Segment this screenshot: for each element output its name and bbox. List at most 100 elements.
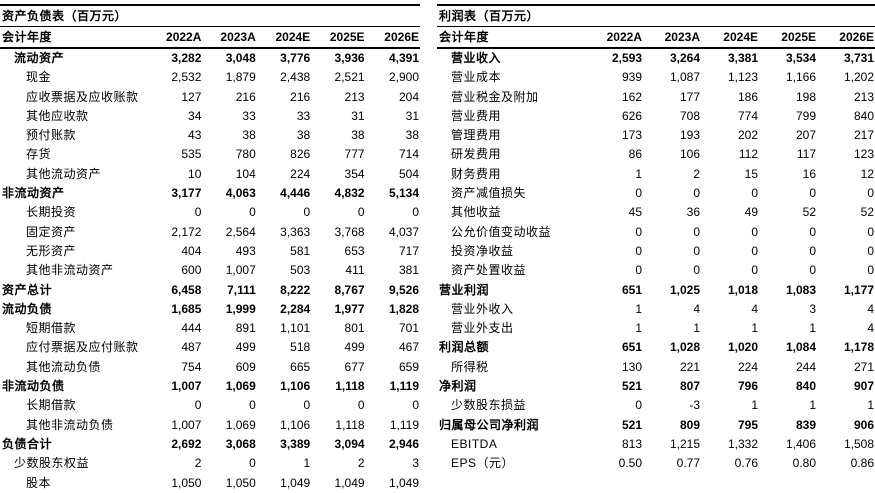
value-cell: 777	[344, 147, 365, 162]
value-cell: 1,049	[334, 475, 365, 490]
value-cell: 1,101	[280, 321, 311, 336]
value-cell: 10	[188, 166, 202, 181]
value-cell: 1,069	[225, 379, 256, 394]
value-cell: 1,166	[785, 70, 816, 85]
table-row: 资产处置收益 0 0 0 0 0	[437, 261, 875, 280]
value-cell: 1,050	[225, 475, 256, 490]
value-cell: 701	[398, 321, 419, 336]
balance-sheet-header-row: 会计年度 2022A 2023A 2024E 2025E 2026E	[0, 27, 420, 49]
value-cell: 493	[235, 243, 256, 258]
table-row: 资产总计 6,458 7,111 8,222 8,767 9,526	[0, 281, 420, 300]
value-cell: 609	[235, 359, 256, 374]
value-cell: 12	[860, 166, 874, 181]
year-header-2024e: 2024E	[701, 27, 759, 49]
value-cell: 1,685	[171, 301, 202, 316]
value-cell: 198	[795, 89, 816, 104]
table-row: 长期借款 0 0 0 0 0	[0, 396, 420, 415]
value-cell: 521	[621, 379, 642, 394]
value-cell: 1,828	[388, 301, 419, 316]
row-label: 存货	[26, 147, 52, 162]
value-cell: 0	[751, 224, 758, 239]
value-cell: 123	[853, 147, 874, 162]
table-row: 投资净收益 0 0 0 0 0	[437, 242, 875, 261]
year-header-2022a: 2022A	[148, 27, 203, 49]
row-label: 长期借款	[26, 398, 77, 413]
year-header-2023a: 2023A	[202, 27, 257, 49]
value-cell: 15	[744, 166, 758, 181]
value-cell: 0.80	[792, 456, 816, 471]
year-header-2022a: 2022A	[585, 27, 643, 49]
year-header-2023a: 2023A	[643, 27, 701, 49]
value-cell: 780	[235, 147, 256, 162]
value-cell: 708	[679, 108, 700, 123]
table-row: 其他非流动资产 600 1,007 503 411 381	[0, 261, 420, 280]
value-cell: 0.50	[618, 456, 642, 471]
row-label: 固定资产	[26, 224, 77, 239]
value-cell: 807	[679, 379, 700, 394]
value-cell: 4,832	[334, 186, 365, 201]
value-cell: 224	[737, 359, 758, 374]
year-header-2025e: 2025E	[759, 27, 817, 49]
value-cell: 3,282	[171, 51, 202, 65]
table-row: 非流动资产 3,177 4,063 4,446 4,832 5,134	[0, 184, 420, 203]
table-row: 流动资产 3,282 3,048 3,776 3,936 4,391	[0, 48, 420, 68]
value-cell: 1,018	[727, 282, 758, 297]
value-cell: 3,534	[785, 51, 816, 65]
value-cell: 8,222	[280, 282, 311, 297]
value-cell: 271	[853, 359, 874, 374]
value-cell: 0	[635, 263, 642, 278]
value-cell: 1,999	[225, 301, 256, 316]
value-cell: 3,264	[669, 51, 700, 65]
value-cell: 1,508	[843, 436, 874, 451]
value-cell: 1,178	[843, 340, 874, 355]
value-cell: 213	[853, 89, 874, 104]
value-cell: 202	[737, 128, 758, 143]
table-row: 净利润 521 807 796 840 907	[437, 377, 875, 396]
table-row: 少数股东权益 2 0 1 2 3	[0, 454, 420, 473]
value-cell: 521	[621, 417, 642, 432]
value-cell: 2,900	[388, 70, 419, 85]
value-cell: 4	[693, 301, 700, 316]
value-cell: 38	[296, 128, 311, 143]
table-row: EBITDA 813 1,215 1,332 1,406 1,508	[437, 435, 875, 454]
value-cell: 381	[398, 263, 419, 278]
value-cell: 1,049	[280, 475, 311, 490]
value-cell: 1,106	[280, 379, 311, 394]
value-cell: 52	[860, 205, 874, 220]
value-cell: 840	[853, 108, 874, 123]
table-row: 现金 2,532 1,879 2,438 2,521 2,900	[0, 68, 420, 87]
value-cell: 16	[802, 166, 816, 181]
table-row: 无形资产 404 493 581 653 717	[0, 242, 420, 261]
value-cell: 1,049	[388, 475, 419, 490]
value-cell: 106	[679, 147, 700, 162]
value-cell: 31	[351, 108, 365, 123]
value-cell: 38	[242, 128, 256, 143]
value-cell: 1,020	[727, 340, 758, 355]
value-cell: 1	[809, 398, 816, 413]
value-cell: 0	[751, 186, 758, 201]
table-row: 其他收益 45 36 49 52 52	[437, 203, 875, 222]
income-statement-header-row: 会计年度 2022A 2023A 2024E 2025E 2026E	[437, 27, 875, 49]
value-cell: 354	[344, 166, 365, 181]
table-row: 少数股东损益 0 -3 1 1 1	[437, 396, 875, 415]
value-cell: 653	[344, 243, 365, 258]
value-cell: 0	[635, 186, 642, 201]
row-label: 其他收益	[451, 205, 502, 220]
value-cell: 1,007	[171, 417, 202, 432]
value-cell: 112	[738, 147, 758, 162]
row-label: 营业外支出	[451, 321, 514, 336]
value-cell: 8,767	[334, 282, 365, 297]
value-cell: 795	[737, 417, 758, 432]
value-cell: 4,446	[280, 186, 311, 201]
value-cell: 1,119	[389, 417, 419, 432]
value-cell: 221	[679, 359, 700, 374]
value-cell: 3,177	[171, 186, 202, 201]
income-statement-table: 利润表（百万元） 会计年度 2022A 2023A 2024E 2025E 20…	[437, 4, 875, 474]
value-cell: 3	[412, 456, 419, 471]
value-cell: 1,069	[225, 417, 256, 432]
balance-sheet-body: 流动资产 3,282 3,048 3,776 3,936 4,391 现金 2,532 1,87…	[0, 48, 420, 493]
row-label: 非流动资产	[2, 186, 65, 201]
value-cell: 224	[290, 166, 311, 181]
value-cell: 213	[344, 89, 365, 104]
row-label: EPS（元）	[451, 456, 515, 471]
